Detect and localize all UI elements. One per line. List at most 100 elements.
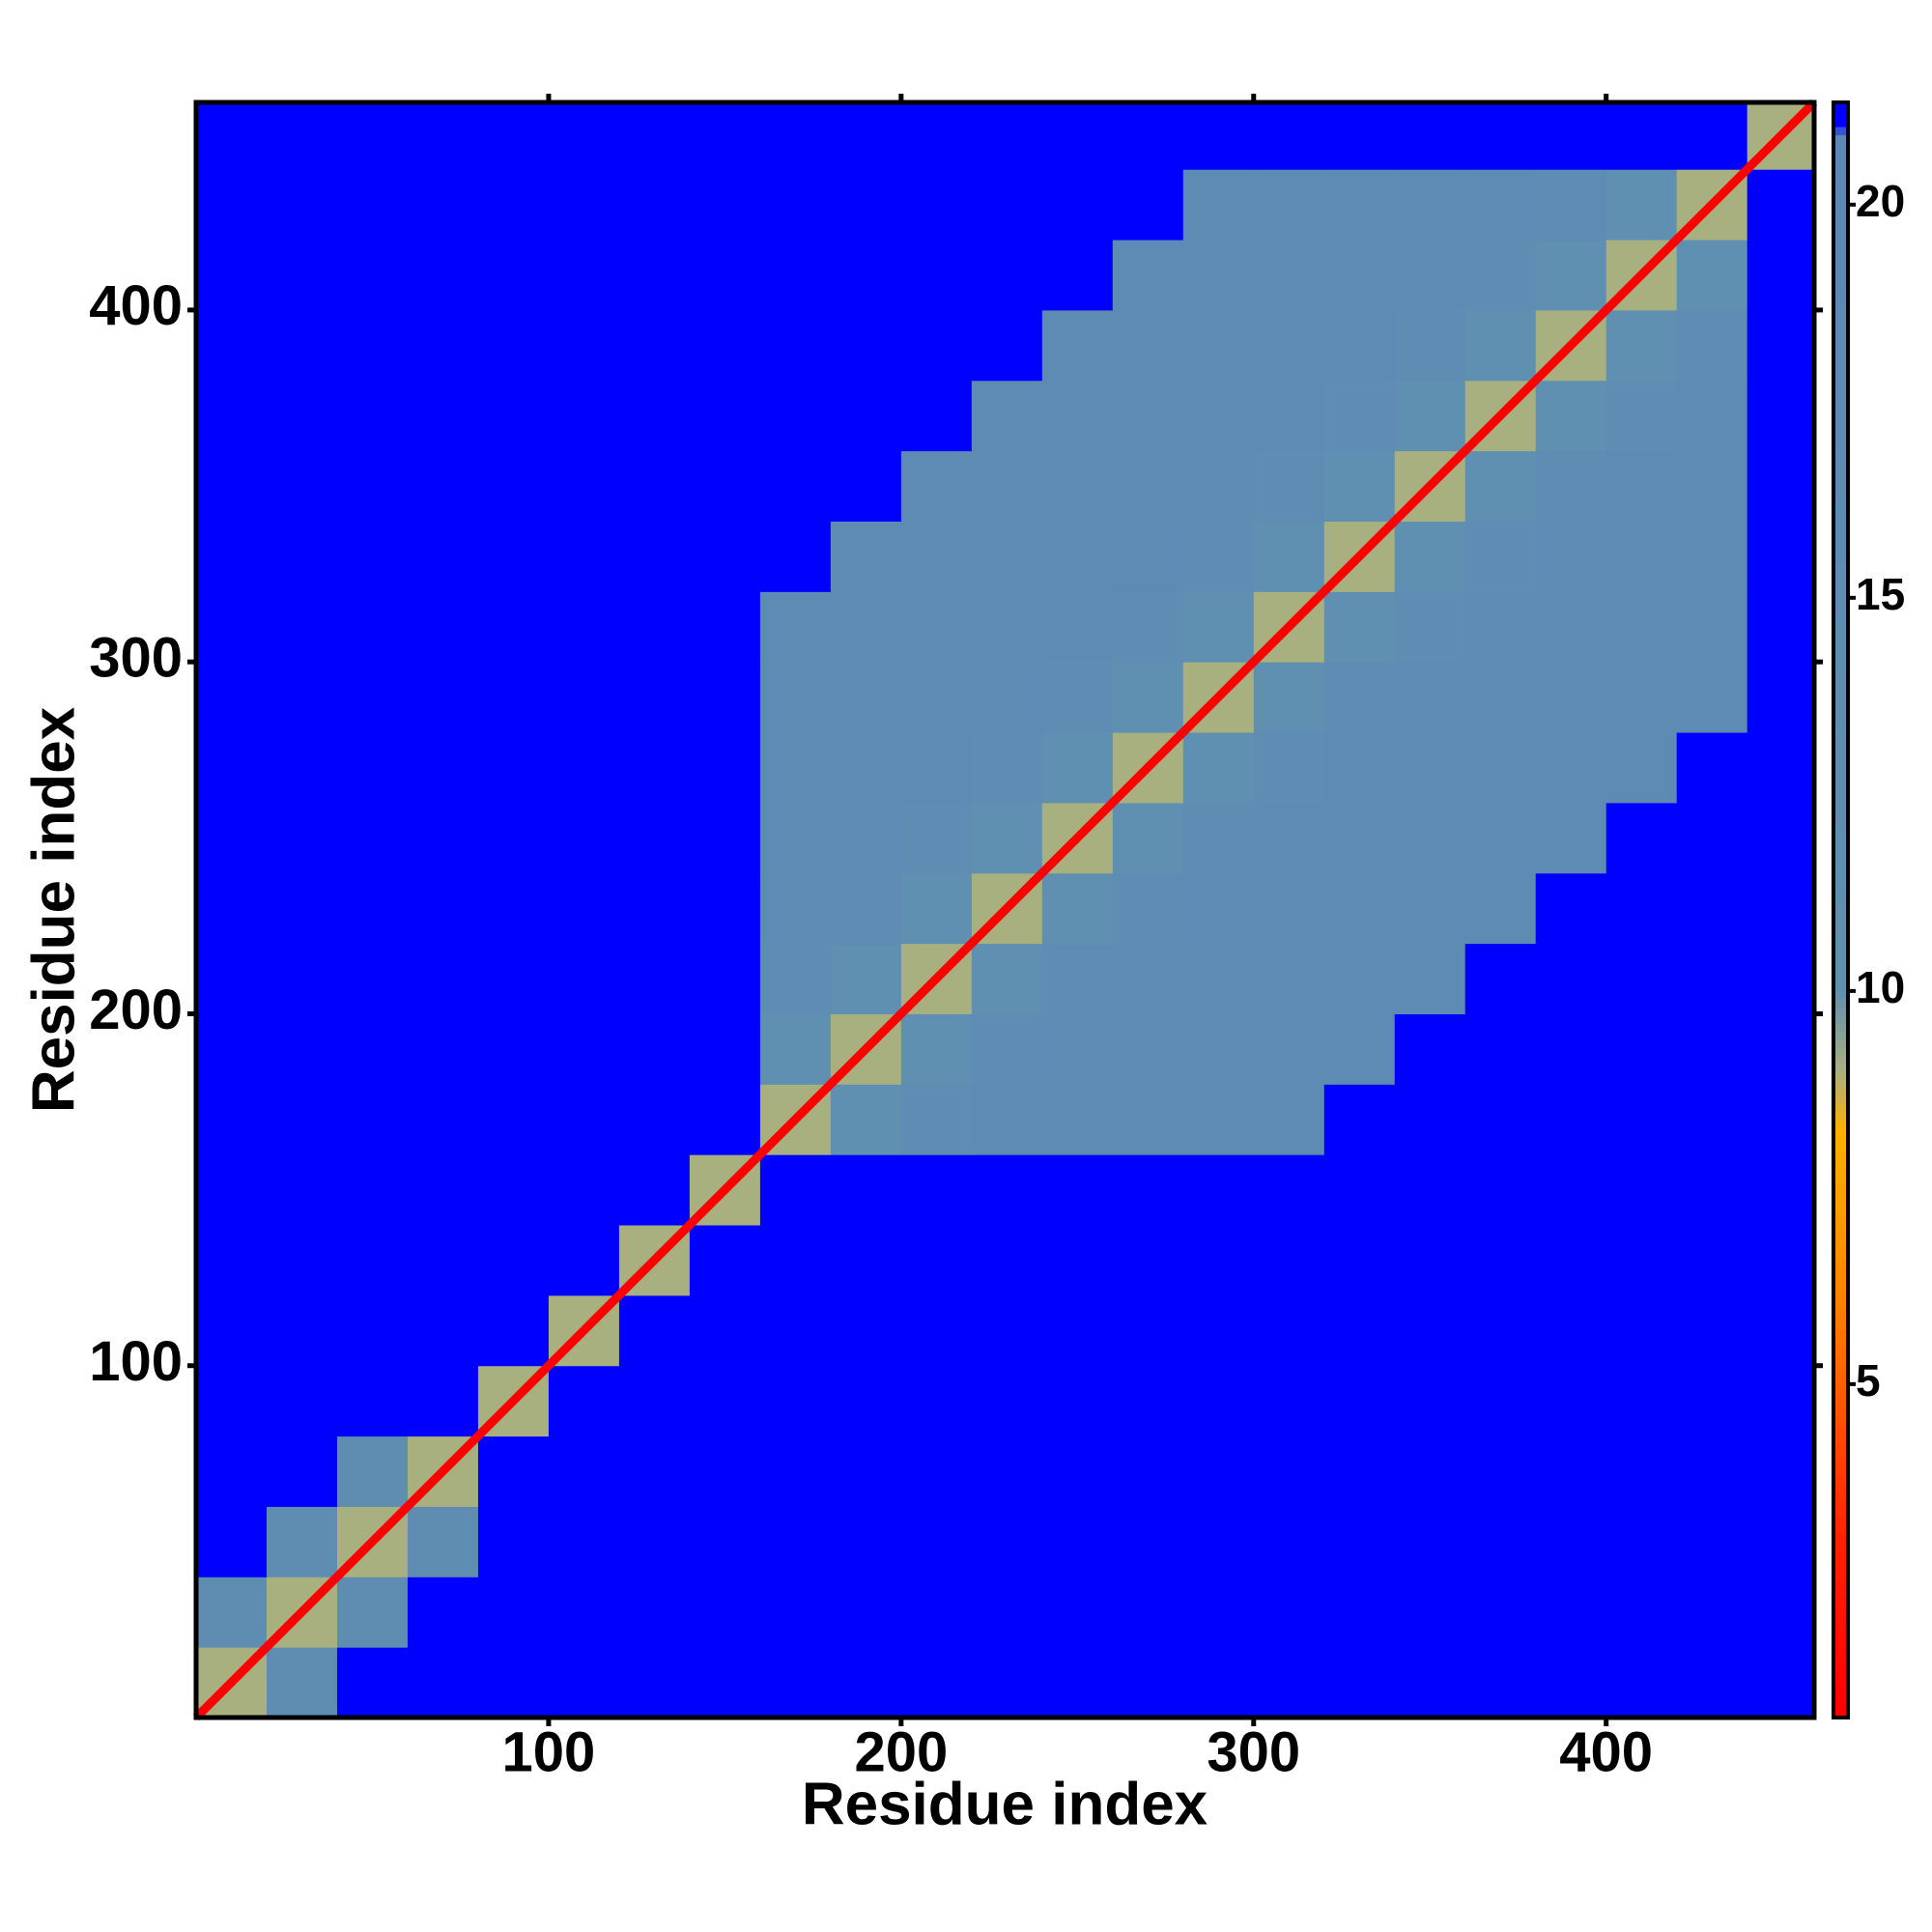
colorbar-segment — [1833, 1127, 1848, 1137]
heat-cell — [759, 1365, 832, 1437]
heat-cell — [1182, 732, 1255, 804]
heat-cell — [759, 1225, 832, 1296]
heat-cell — [548, 662, 620, 733]
heat-cell — [1394, 732, 1466, 804]
heat-cell — [477, 240, 550, 311]
heat-cell — [1182, 943, 1255, 1014]
heat-cell — [1182, 872, 1255, 945]
colorbar-segment — [1833, 901, 1848, 911]
diagonal — [192, 99, 1818, 1721]
heat-cell — [1676, 1013, 1748, 1085]
heat-cell — [336, 662, 409, 733]
colorbar-segment — [1833, 449, 1848, 459]
plot-frame — [193, 99, 1817, 1720]
heat-cell — [548, 1013, 620, 1085]
heat-cell — [759, 1435, 832, 1507]
heat-cell — [1394, 872, 1466, 945]
colorbar-segment — [1833, 304, 1848, 313]
heat-cell — [1041, 1084, 1114, 1155]
heat-cell — [1747, 872, 1815, 945]
heat-cell — [1112, 240, 1184, 311]
heat-cell — [1676, 662, 1748, 733]
heat-cell — [618, 102, 691, 170]
heat-cell — [1182, 591, 1255, 663]
heat-cell — [1676, 1435, 1748, 1507]
colorbar-segment — [1833, 627, 1848, 637]
colorbar-segment — [1833, 401, 1848, 411]
colorbar-segment — [1833, 190, 1848, 200]
colorbar-segment — [1833, 1257, 1848, 1266]
colorbar-segment — [1833, 1136, 1848, 1145]
heat-cell — [407, 450, 479, 522]
heat-cell — [266, 521, 338, 592]
heat-cell — [689, 380, 761, 452]
heat-cell — [1041, 1506, 1114, 1577]
heat-cell — [971, 1013, 1043, 1085]
heat-cell — [1182, 380, 1255, 452]
colorbar-segment — [1833, 279, 1848, 289]
heat-cell — [759, 380, 832, 452]
colorbar-segment — [1833, 1208, 1848, 1218]
heat-cell — [1041, 1365, 1114, 1437]
heat-cell — [689, 1506, 761, 1577]
heat-cell — [548, 309, 620, 382]
heat-cell — [266, 1506, 338, 1577]
heat-cell — [477, 1294, 550, 1367]
heat-cell — [759, 1294, 832, 1367]
heat-cell — [618, 521, 691, 592]
heat-cell — [971, 102, 1043, 170]
colorbar-segment — [1833, 481, 1848, 491]
heat-cell — [971, 1577, 1043, 1648]
heat-cell — [266, 450, 338, 522]
heat-cell — [830, 380, 902, 452]
colorbar-segment — [1833, 1475, 1848, 1485]
heat-cell — [548, 450, 620, 522]
heat-cell — [830, 1154, 902, 1226]
heat-cell — [830, 1225, 902, 1296]
colorbar-segment — [1833, 966, 1848, 976]
heat-cell — [618, 1084, 691, 1155]
heat-cell — [548, 1084, 620, 1155]
colorbar-segment — [1833, 1435, 1848, 1444]
heat-cell — [336, 1294, 409, 1367]
heat-cell — [830, 1294, 902, 1367]
heat-cell — [759, 872, 832, 945]
heat-cell — [1676, 1365, 1748, 1437]
heat-cell — [689, 943, 761, 1014]
heat-cell — [689, 169, 761, 241]
heat-cell — [1676, 1154, 1748, 1226]
heat-cell — [830, 309, 902, 382]
colorbar-segment — [1833, 958, 1848, 968]
colorbar-segment — [1833, 223, 1848, 233]
heat-cell — [759, 943, 832, 1014]
heat-cell — [407, 169, 479, 241]
heat-cell — [1676, 732, 1748, 804]
heat-cell — [618, 943, 691, 1014]
heat-cell — [1112, 169, 1184, 241]
colorbar-segment — [1833, 1427, 1848, 1435]
heat-cell — [971, 1506, 1043, 1577]
heat-cell — [1605, 1084, 1678, 1155]
heat-cell — [900, 1013, 973, 1085]
heat-cell — [548, 1154, 620, 1226]
colorbar-segment — [1833, 562, 1848, 572]
colorbar-segment — [1833, 1071, 1848, 1081]
colorbar-segment — [1833, 910, 1848, 919]
colorbar-segment — [1833, 869, 1848, 879]
heat-cell — [759, 732, 832, 804]
colorbar-segment — [1833, 240, 1848, 248]
heat-cell — [900, 802, 973, 874]
colorbar-segment — [1833, 1014, 1848, 1024]
colorbar-segment — [1833, 1168, 1848, 1178]
heat-cell — [548, 1577, 620, 1648]
heat-cell — [1253, 732, 1325, 804]
heat-cell — [900, 521, 973, 592]
heat-cell — [830, 591, 902, 663]
heat-cell — [1747, 1225, 1815, 1296]
heat-cell — [830, 169, 902, 241]
heat-cell — [1323, 1225, 1396, 1296]
heat-cell — [689, 1577, 761, 1648]
heat-cell — [196, 1577, 268, 1648]
heat-cell — [477, 872, 550, 945]
colorbar-segment — [1833, 659, 1848, 668]
